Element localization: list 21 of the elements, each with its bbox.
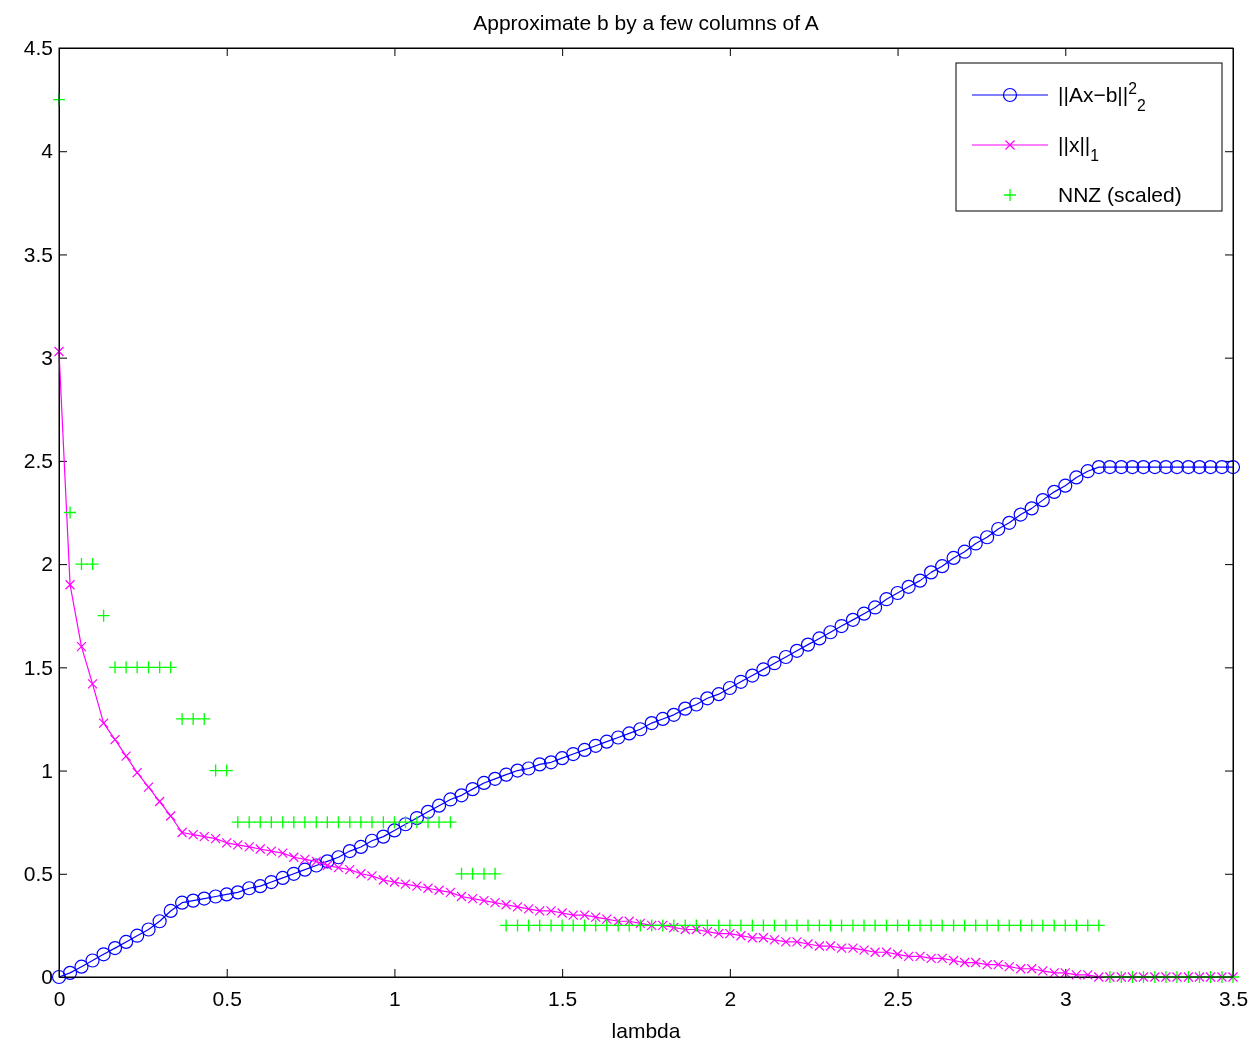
legend-label: NNZ (scaled) [1058,183,1182,206]
x-tick-label: 2 [724,986,737,1010]
y-tick-label: 0.5 [23,862,53,885]
y-tick-label: 1.5 [23,655,53,679]
x-tick-label: 3 [1059,986,1072,1010]
x-tick-label: 3.5 [1218,986,1249,1010]
x-tick-label: 2.5 [883,986,913,1010]
x-tick-label: 1 [389,986,401,1010]
y-tick-label: 1 [41,758,53,782]
x-tick-label: 1.5 [548,986,578,1010]
y-tick-label: 4 [41,139,54,163]
y-tick-label: 4.5 [23,36,53,60]
y-tick-label: 2 [41,552,53,576]
legend-label: ||x||$_{1}$ [1058,133,1100,164]
y-tick-label: 3 [41,345,53,369]
x-axis-title: lambda [611,1019,681,1042]
chart-title: Approximate b by a few columns of A [473,11,819,34]
y-tick-label: 3.5 [23,242,53,266]
x-tick-label: 0.5 [212,986,242,1010]
y-tick-label: 0 [41,965,53,989]
y-tick-label: 2.5 [23,449,53,473]
